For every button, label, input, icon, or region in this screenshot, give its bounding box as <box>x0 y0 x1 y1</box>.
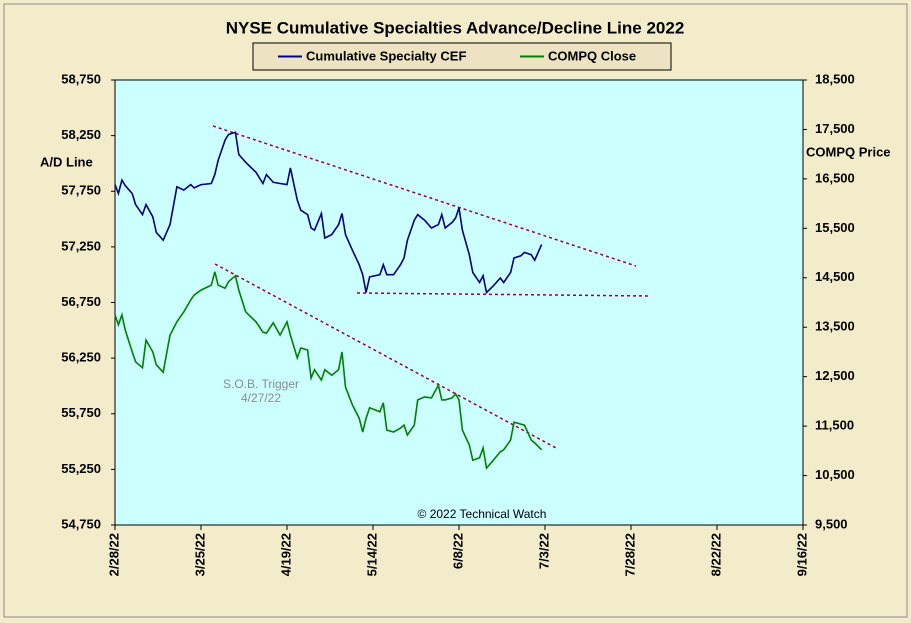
x-tick-label: 4/19/22 <box>278 533 293 576</box>
legend-label: Cumulative Specialty CEF <box>306 48 466 63</box>
x-tick-label: 2/28/22 <box>106 533 121 576</box>
y-tick-label: 55,250 <box>61 461 101 476</box>
y2-axis-label: COMPQ Price <box>806 144 891 159</box>
y-tick-label: 56,250 <box>61 350 101 365</box>
trend-line <box>214 263 559 450</box>
y-tick-label: 56,750 <box>61 294 101 309</box>
legend-label: COMPQ Close <box>548 48 636 63</box>
copyright: © 2022 Technical Watch <box>418 507 547 521</box>
y-tick-label: 54,750 <box>61 516 101 531</box>
annotation: 4/27/22 <box>241 391 281 405</box>
y2-tick-label: 18,500 <box>815 71 855 86</box>
plot-area <box>114 79 804 526</box>
x-tick-label: 7/28/22 <box>622 533 637 576</box>
y2-tick-label: 17,500 <box>815 121 855 136</box>
y-tick-label: 58,250 <box>61 127 101 142</box>
y2-tick-label: 9,500 <box>815 516 848 531</box>
trend-line <box>212 125 637 267</box>
y2-tick-label: 13,500 <box>815 319 855 334</box>
y-axis-label: A/D Line <box>40 154 93 169</box>
legend <box>252 42 672 71</box>
x-tick-label: 9/16/22 <box>794 533 809 576</box>
x-tick-label: 8/22/22 <box>708 533 723 576</box>
y-tick-label: 57,750 <box>61 183 101 198</box>
y-tick-label: 58,750 <box>61 71 101 86</box>
series-line <box>114 131 543 295</box>
trend-line <box>356 292 652 297</box>
y-tick-label: 55,750 <box>61 405 101 420</box>
y2-tick-label: 12,500 <box>815 368 855 383</box>
y2-tick-label: 15,500 <box>815 220 855 235</box>
x-tick-label: 3/25/22 <box>192 533 207 576</box>
y-tick-label: 57,250 <box>61 238 101 253</box>
x-tick-label: 7/3/22 <box>536 533 551 569</box>
trend-lines <box>212 125 652 450</box>
x-tick-label: 5/14/22 <box>364 533 379 576</box>
x-tick-label: 6/8/22 <box>450 533 465 569</box>
y2-tick-label: 10,500 <box>815 467 855 482</box>
annotation: S.O.B. Trigger <box>223 377 299 391</box>
y2-tick-label: 14,500 <box>815 269 855 284</box>
series-line <box>114 271 543 470</box>
y2-tick-label: 11,500 <box>815 418 854 433</box>
chart-title: NYSE Cumulative Specialties Advance/Decl… <box>226 18 685 37</box>
y2-tick-label: 16,500 <box>815 170 855 185</box>
